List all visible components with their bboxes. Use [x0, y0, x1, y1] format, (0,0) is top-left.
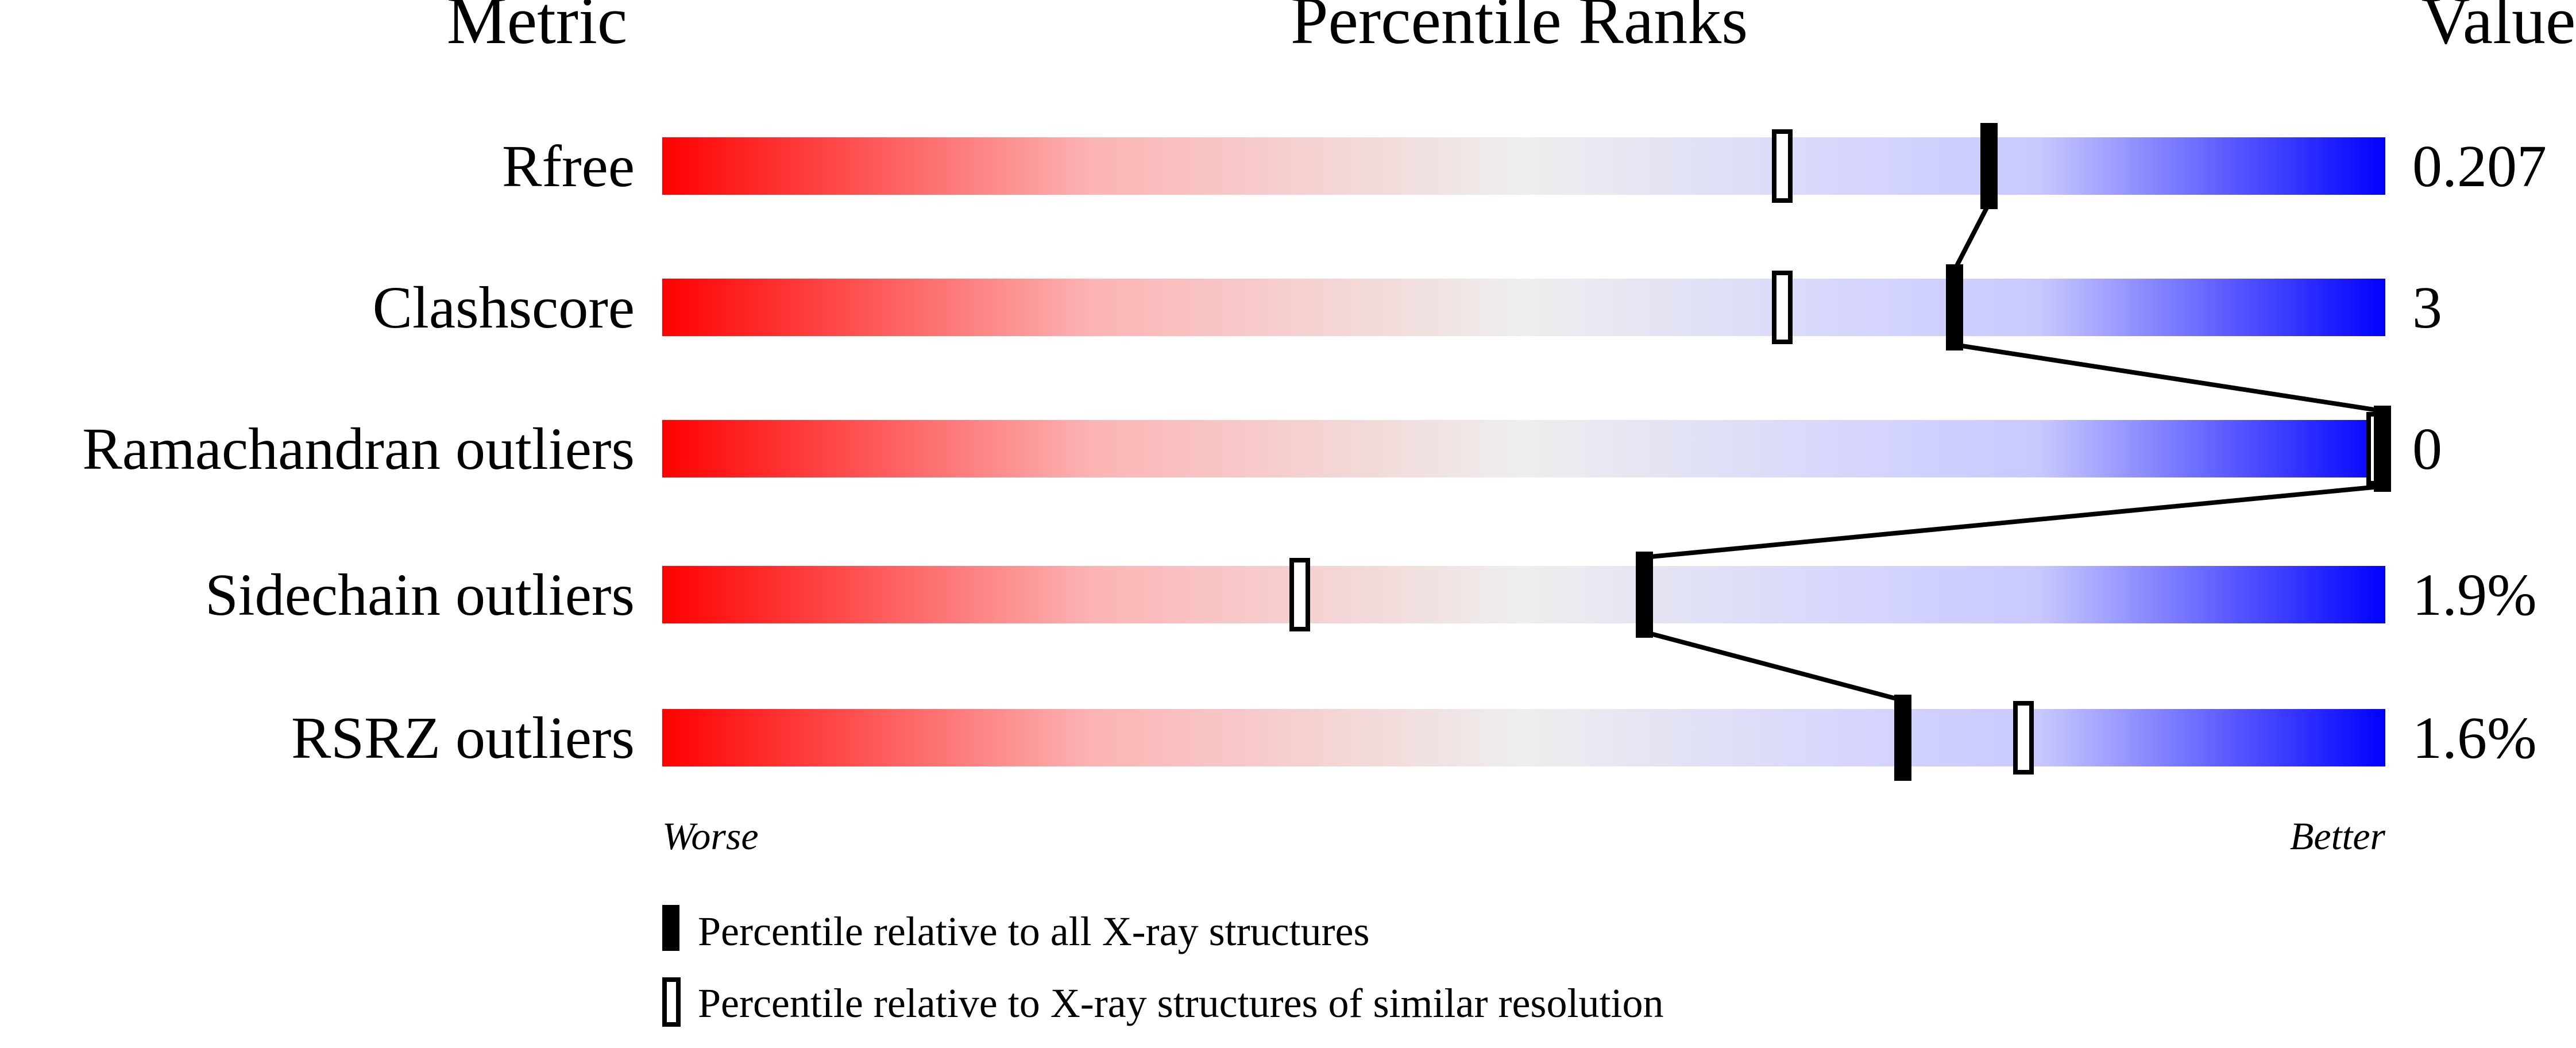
metric-label: Sidechain outliers	[205, 562, 635, 628]
percentile-bar	[662, 137, 2385, 195]
metric-label: Ramachandran outliers	[82, 416, 635, 482]
percentile-bar	[662, 709, 2385, 766]
connector-line	[1952, 202, 1991, 271]
marker-similar-resolution	[1289, 558, 1310, 631]
value-label: 3	[2412, 275, 2442, 341]
value-label: 1.9%	[2412, 562, 2537, 628]
connector-line	[1643, 630, 1904, 703]
header-value: Value	[2421, 0, 2576, 58]
axis-label-better: Better	[2290, 814, 2386, 858]
legend-open-label: Percentile relative to X-ray structures …	[698, 980, 1663, 1026]
percentile-bar	[662, 279, 2385, 336]
marker-similar-resolution	[1772, 129, 1793, 203]
legend-filled-marker	[662, 905, 679, 951]
metric-label: Rfree	[502, 133, 635, 199]
value-label: 0	[2412, 416, 2442, 482]
axis-label-worse: Worse	[662, 814, 759, 858]
connector-line	[1954, 342, 2386, 414]
header-percentile: Percentile Ranks	[1291, 0, 1748, 58]
metric-label: Clashscore	[373, 275, 635, 341]
percentile-bar	[662, 566, 2385, 623]
connector-line	[1644, 484, 2386, 560]
marker-similar-resolution	[2013, 701, 2034, 775]
marker-all-structures	[1980, 123, 1998, 209]
value-label: 1.6%	[2412, 705, 2537, 771]
metric-label: RSRZ outliers	[291, 705, 635, 771]
marker-similar-resolution	[1772, 271, 1793, 344]
value-label: 0.207	[2412, 133, 2547, 199]
marker-all-structures	[1946, 264, 1963, 350]
marker-all-structures	[1636, 552, 1653, 638]
header-metric: Metric	[447, 0, 628, 58]
marker-all-structures	[2374, 406, 2391, 492]
percentile-bar	[662, 420, 2385, 477]
legend-filled-label: Percentile relative to all X-ray structu…	[698, 908, 1370, 954]
legend-open-marker	[662, 977, 681, 1027]
marker-all-structures	[1894, 695, 1911, 781]
